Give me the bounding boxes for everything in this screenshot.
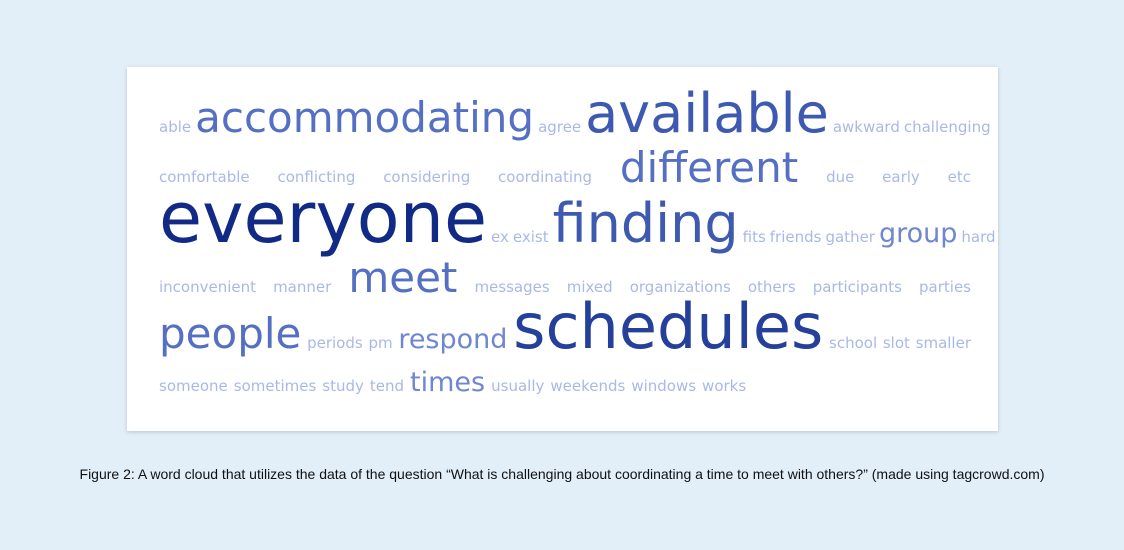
cloud-word: periods xyxy=(307,334,363,353)
cloud-word: pm xyxy=(368,334,393,353)
cloud-word: study xyxy=(322,377,364,396)
cloud-word: able xyxy=(159,118,192,137)
cloud-word: different xyxy=(619,142,799,192)
figure-caption: Figure 2: A word cloud that utilizes the… xyxy=(79,466,1045,482)
cloud-word: friends xyxy=(769,228,822,247)
cloud-word: slot xyxy=(882,334,910,353)
cloud-word: exist xyxy=(512,228,549,247)
cloud-word: etc xyxy=(947,168,971,187)
cloud-word: someone xyxy=(159,377,228,396)
cloud-word: awkward xyxy=(832,118,900,137)
cloud-word: available xyxy=(585,81,829,145)
cloud-word: considering xyxy=(383,168,471,187)
cloud-word: usually xyxy=(491,377,545,396)
cloud-word: times xyxy=(410,366,486,398)
cloud-word: participants xyxy=(812,278,902,297)
cloud-word: organizations xyxy=(629,278,731,297)
cloud-word: ex xyxy=(491,228,509,247)
word-cloud-card: able accommodating agree available awkward ch… xyxy=(127,67,998,431)
cloud-word: coordinating xyxy=(498,168,593,187)
cloud-word: schedules xyxy=(513,289,824,363)
cloud-word: others xyxy=(747,278,796,297)
cloud-word: mixed xyxy=(566,278,613,297)
cloud-word: parties xyxy=(919,278,971,297)
cloud-word: group xyxy=(878,217,958,249)
cloud-word: inconvenient xyxy=(159,278,257,297)
cloud-word: accommodating xyxy=(195,92,535,142)
cloud-word: school xyxy=(829,334,878,353)
cloud-word: manner xyxy=(273,278,332,297)
cloud-word: early xyxy=(882,168,920,187)
cloud-word: hard xyxy=(961,228,996,247)
cloud-word: conflicting xyxy=(277,168,356,187)
cloud-word: respond xyxy=(398,323,508,355)
cloud-word: messages xyxy=(474,278,550,297)
cloud-word: weekends xyxy=(550,377,626,396)
cloud-word: finding xyxy=(552,191,739,255)
cloud-word: works xyxy=(702,377,747,396)
word-cloud: able accommodating agree available awkward ch… xyxy=(127,67,998,431)
cloud-word: due xyxy=(826,168,855,187)
cloud-word: gather xyxy=(825,228,875,247)
cloud-word: smaller xyxy=(915,334,971,353)
cloud-word: comfortable xyxy=(159,168,250,187)
cloud-word: sometimes xyxy=(233,377,317,396)
cloud-word: agree xyxy=(538,118,582,137)
cloud-word: challenging xyxy=(903,118,991,137)
cloud-word: everyone xyxy=(159,176,488,259)
cloud-word: people xyxy=(159,308,302,358)
cloud-word: tend xyxy=(369,377,405,396)
cloud-word: fits xyxy=(742,228,766,247)
cloud-word: meet xyxy=(348,252,458,302)
cloud-word: windows xyxy=(631,377,697,396)
